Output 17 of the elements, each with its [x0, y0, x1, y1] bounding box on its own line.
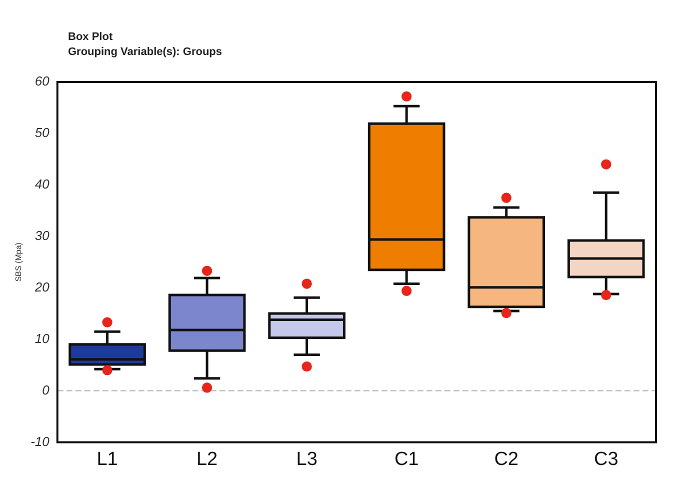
- y-tick-label: 0: [42, 382, 50, 398]
- y-tick-label: 50: [34, 125, 50, 140]
- y-tick-label: -10: [30, 434, 50, 449]
- y-tick-label: 40: [34, 176, 50, 192]
- chart-title: Box Plot: [68, 30, 114, 45]
- x-tick-label: C2: [494, 448, 518, 470]
- x-tick-label: C1: [394, 448, 419, 470]
- x-tick-label: L3: [296, 448, 318, 470]
- y-tick-label: 10: [34, 330, 50, 346]
- y-tick-label: 30: [34, 228, 50, 243]
- y-tick-label: 60: [34, 74, 50, 89]
- x-tick-label: L1: [96, 448, 118, 470]
- x-tick-label: L2: [196, 448, 218, 470]
- x-tick-label: C3: [594, 448, 618, 470]
- chart-subtitle: Grouping Variable(s): Groups: [68, 45, 222, 60]
- y-tick-label: 20: [34, 279, 50, 294]
- y-axis-title: SBS (Mpa): [14, 242, 24, 282]
